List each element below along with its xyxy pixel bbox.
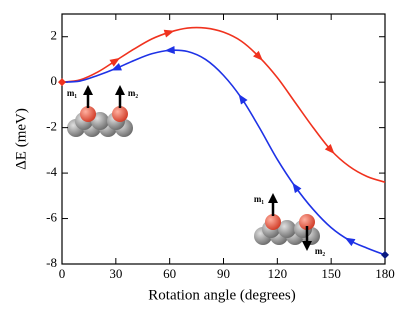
x-tick-label: 150 [321,266,341,281]
direction-arrow [163,29,175,38]
y-tick-label: 0 [51,73,58,88]
x-tick-label: 90 [217,266,230,281]
y-tick-label: -8 [46,255,57,270]
y-tick-label: 2 [51,28,58,43]
direction-arrow [253,50,263,61]
annotation: m₁ [254,194,264,204]
direction-arrow [164,46,175,55]
end-point [381,250,389,259]
y-tick-label: -6 [46,210,57,225]
annotation: m₁ [67,88,77,98]
x-tick-label: 60 [163,266,176,281]
inset-1: m₁ m₂ [67,85,138,137]
plot-frame [61,13,386,265]
start-point [58,78,66,87]
direction-arrow [238,93,248,105]
direction-arrow [109,57,121,67]
annotation: m₂ [315,246,325,256]
direction-arrow [111,62,122,71]
x-tick-label: 120 [268,266,288,281]
x-tick-label: 30 [109,266,122,281]
y-axis-label: ΔE (meV) [13,108,29,170]
x-tick-label: 180 [375,266,395,281]
line [61,26,386,183]
inset-2: m₁ m₂ [254,193,325,256]
direction-arrow [324,143,335,155]
direction-arrow [344,237,356,247]
line [61,49,386,256]
y-tick-label: -4 [46,164,57,179]
direction-arrow [292,182,302,194]
x-axis-label: Rotation angle (degrees) [148,287,295,303]
annotation: m₂ [128,88,138,98]
x-tick-label: 0 [59,266,66,281]
y-tick-label: -2 [46,119,57,134]
